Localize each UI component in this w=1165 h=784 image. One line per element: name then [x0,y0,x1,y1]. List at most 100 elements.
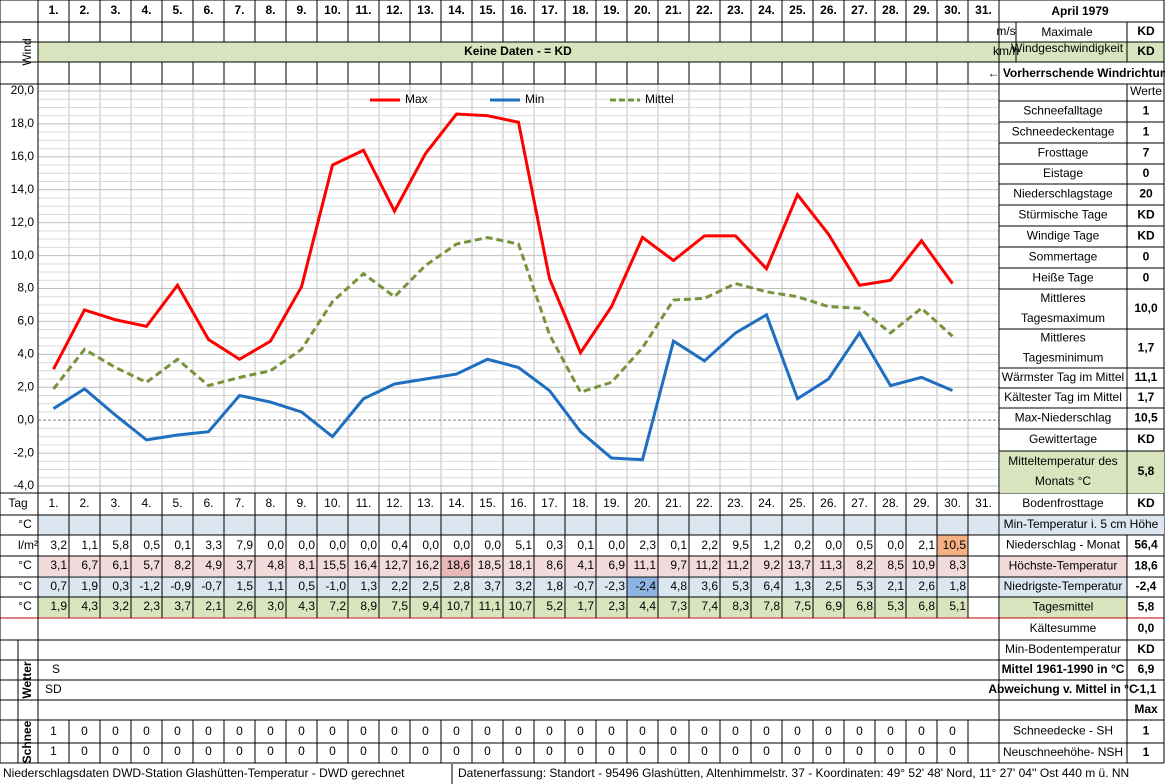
row-label: SD [45,682,62,696]
stat-label: Wärmster Tag im Mittel [1002,370,1124,384]
day-header: 8. [265,3,275,17]
y-tick-label: 14,0 [11,182,35,196]
stat-value: 10,5 [1134,411,1158,425]
wind-max-label: Maximale [1041,25,1093,39]
snow-cell: 0 [143,744,150,758]
y-tick-label: 8,0 [17,281,34,295]
snow-cell: 0 [670,724,677,738]
temp-cell: 1,3 [794,579,811,593]
day-label: 3. [110,496,120,510]
snow-cell: 0 [81,744,88,758]
summary-value: 1 [1143,745,1150,759]
precip-cell: 2,3 [639,538,656,552]
summary-label: Niederschlag - Monat [1006,538,1121,552]
snow-cell: 0 [174,724,181,738]
day-label: 4. [141,496,151,510]
stat-label: Mitteltemperatur des [1008,454,1117,468]
legend-label: Mittel [645,92,674,106]
row-label: Tag [8,496,27,510]
stat-label: Windige Tage [1027,229,1100,243]
stat-label: Kältester Tag im Mittel [1004,390,1122,404]
day-header: 31. [975,3,992,17]
snow-cell: 0 [484,724,491,738]
temp-cell: 4,8 [267,558,284,572]
summary-label: Schneedecke - SH [1013,724,1113,738]
day-label: 8. [265,496,275,510]
wind-max-value: KD [1137,24,1155,38]
temp-cell: 10,7 [447,599,471,613]
temp-cell: 5,1 [949,599,966,613]
summary-value: Max [1134,702,1158,716]
snow-cell: 0 [298,744,305,758]
temp-cell: 10,7 [509,599,533,613]
precip-cell: 0,1 [670,538,687,552]
day-header: 25. [789,3,806,17]
y-tick-label: 20,0 [11,83,35,97]
temp-cell: 8,1 [298,558,315,572]
stat-value: 1,7 [1138,390,1155,404]
temp-cell: 11,1 [479,599,502,613]
temp-cell: 9,4 [422,599,439,613]
temp-cell: 18,1 [509,558,533,572]
stat-value: 0 [1143,250,1150,264]
temp-cell: 2,3 [608,599,625,613]
y-tick-label: 16,0 [11,149,35,163]
temp-cell: -1,0 [325,579,346,593]
snow-cell: 0 [949,744,956,758]
snow-cell: 0 [515,744,522,758]
precip-cell: 0,1 [577,538,594,552]
precip-cell: 3,2 [50,538,67,552]
stat-value: 1 [1143,104,1150,118]
stat-value: 20 [1139,187,1153,201]
temp-cell: 6,9 [825,599,842,613]
summary-value: KD [1137,496,1155,510]
day-header: 16. [510,3,527,17]
temp-cell: 2,1 [205,599,222,613]
stat-label: Tagesmaximum [1021,311,1105,325]
day-label: 23. [727,496,744,510]
day-header: 11. [355,3,371,17]
precip-cell: 5,8 [112,538,129,552]
y-tick-label: -2,0 [13,445,34,459]
temp-cell: 3,1 [50,558,67,572]
temp-cell: 7,8 [763,599,780,613]
temp-cell: 1,3 [360,579,377,593]
temp-cell: 13,7 [788,558,812,572]
temp-cell: 3,7 [484,579,501,593]
precip-cell: 0,5 [856,538,873,552]
temp-cell: 2,3 [143,599,160,613]
precip-cell: 0,0 [887,538,904,552]
precip-cell: 0,0 [329,538,346,552]
y-tick-label: 18,0 [11,116,35,130]
temp-cell: 6,9 [608,558,625,572]
wetter-label: Wetter [20,661,34,698]
stat-value: 1 [1143,125,1150,139]
stat-value: KD [1137,229,1155,243]
temp-cell: 3,2 [112,599,129,613]
summary-label: Niedrigste-Temperatur [1004,579,1123,593]
month-title: April 1979 [1051,4,1109,18]
stat-label: Niederschlagstage [1013,187,1113,201]
stat-fill [1000,451,1164,493]
y-tick-label: 2,0 [17,379,34,393]
temp-cell: 0,5 [298,579,315,593]
footer-left: Niederschlagsdaten DWD-Station Glashütte… [3,766,405,780]
temp-cell: 8,5 [887,558,904,572]
temp-cell: 3,7 [236,558,253,572]
day-header: 22. [696,3,713,17]
footer-right: Datenerfassung: Standort - 95496 Glashüt… [458,766,1129,780]
temp-cell: 0,7 [50,579,67,593]
snow-cell: 0 [763,724,770,738]
day-header: 23. [727,3,744,17]
temp-cell: 18,5 [478,558,502,572]
stat-label: Heiße Tage [1032,271,1093,285]
temp-cell: -1,2 [139,579,160,593]
day-label: 5. [172,496,182,510]
y-tick-label: 10,0 [11,248,35,262]
stat-label: Frosttage [1038,146,1089,160]
temp-cell: 11,2 [696,558,719,572]
summary-label: Min-Bodentemperatur [1005,642,1121,656]
temp-cell: -0,7 [201,579,222,593]
day-header: 27. [851,3,868,17]
temp-cell: 8,2 [856,558,873,572]
